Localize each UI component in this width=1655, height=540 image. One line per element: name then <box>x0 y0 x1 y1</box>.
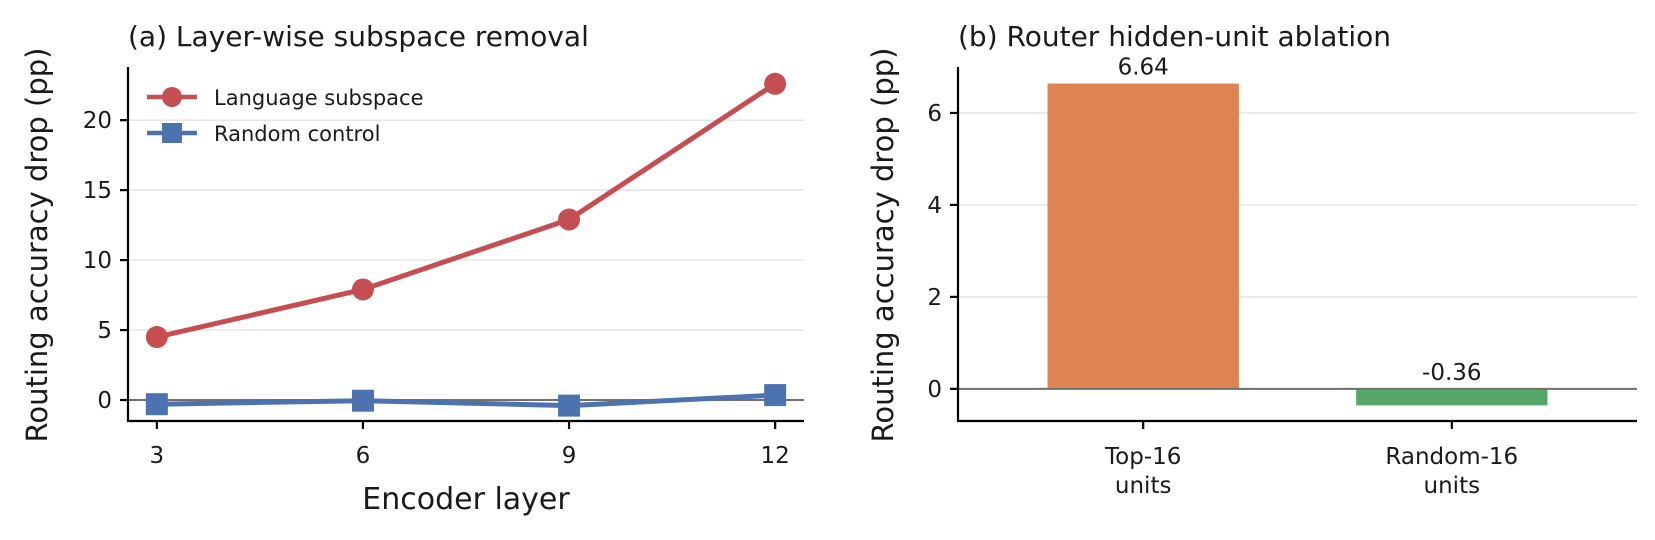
b-y-tick-label: 2 <box>927 285 942 311</box>
bar-value-label: 6.64 <box>1118 55 1169 81</box>
b-y-axis-label: Routing accuracy drop (pp) <box>866 48 900 443</box>
a-x-axis-label: Encoder layer <box>362 482 570 517</box>
legend-marker-random-control <box>162 123 182 143</box>
a-legend: Language subspace Random control <box>147 86 424 146</box>
legend-label-random-control: Random control <box>214 122 380 146</box>
a-x-tick-label: 9 <box>562 443 577 469</box>
a-x-tick-label: 3 <box>150 443 165 469</box>
bar-value-label: -0.36 <box>1422 360 1482 386</box>
a-y-tick-label: 0 <box>97 388 112 414</box>
b-y-tick-label: 0 <box>927 377 942 403</box>
b-y-tick-label: 4 <box>927 193 942 219</box>
point-random-control <box>558 394 581 417</box>
a-y-tick-label: 20 <box>83 108 112 134</box>
point-language-subspace <box>764 72 787 95</box>
a-x-tick-label: 12 <box>761 443 790 469</box>
b-y-tick-label: 6 <box>927 101 942 127</box>
legend-label-language-subspace: Language subspace <box>214 86 424 110</box>
a-x-tick-label: 6 <box>356 443 371 469</box>
a-y-axis-label: Routing accuracy drop (pp) <box>20 48 54 443</box>
a-y-tick-label: 5 <box>97 318 112 344</box>
b-title: (b) Router hidden-unit ablation <box>958 20 1391 53</box>
b-x-tick-label: Random-16 units <box>1385 444 1518 499</box>
point-language-subspace <box>558 208 581 231</box>
series-line-random-control <box>156 392 776 409</box>
point-random-control <box>351 389 374 412</box>
bar-top-16-units <box>1047 83 1239 389</box>
bar-random-16-units <box>1356 388 1548 406</box>
a-title: (a) Layer-wise subspace removal <box>128 20 589 53</box>
series-line-language-subspace <box>156 81 777 340</box>
point-language-subspace <box>145 326 168 349</box>
point-random-control <box>764 384 787 407</box>
a-y-tick-label: 10 <box>83 248 112 274</box>
b-x-tick-label: Top-16 units <box>1104 444 1181 499</box>
point-random-control <box>145 393 168 416</box>
point-language-subspace <box>351 278 374 301</box>
legend-marker-language-subspace <box>162 87 182 107</box>
panel-a-line-chart: 0 5 10 15 20 3 6 9 12 (a) Layer-wise subspace re… <box>20 20 804 517</box>
a-y-tick-label: 15 <box>83 178 112 204</box>
